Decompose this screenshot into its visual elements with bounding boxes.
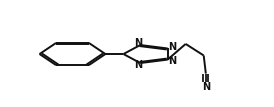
Text: N: N [168,42,176,52]
Text: N: N [168,56,176,66]
Text: N: N [135,60,142,70]
Text: N: N [135,38,142,48]
Text: N: N [202,82,210,92]
